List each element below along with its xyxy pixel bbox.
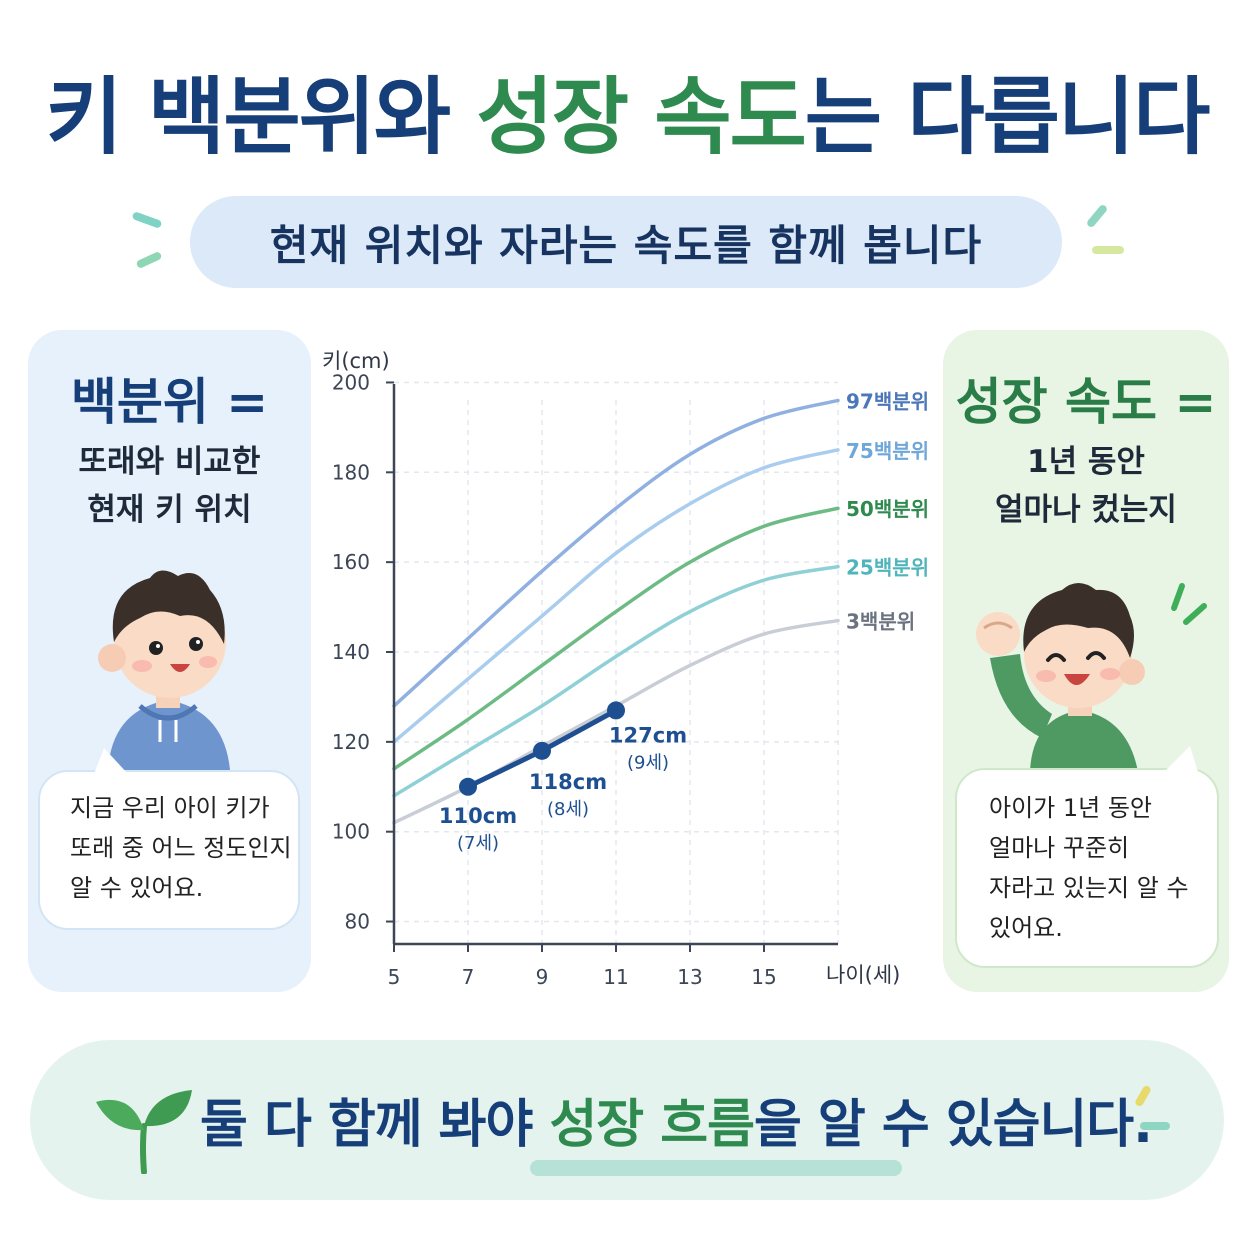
percentile-label: 25백분위 [846,556,929,580]
bubble-line: 또래 중 어느 정도인지 [70,834,292,862]
y-tick-label: 180 [332,460,370,484]
percentile-desc-line2: 현재 키 위치 [87,492,252,528]
bottom-message: 둘 다 함께 봐야 성장 흐름을 알 수 있습니다. [200,1082,1160,1162]
x-axis-label: 나이(세) [826,963,900,987]
bottom-highlight: 성장 흐름 [549,1095,754,1155]
boy-icon [98,570,230,770]
child-data-point [533,741,551,760]
percentile-speech-bubble: 지금 우리 아이 키가 또래 중 어느 정도인지 알 수 있어요. [38,770,300,930]
x-tick-label: 7 [462,965,475,989]
chart-grid [394,381,839,944]
child-height-label: 110cm [439,804,517,828]
child-height-label: 118cm [529,770,607,794]
highlight-underline [530,1160,902,1176]
cheering-boy-icon [976,583,1207,772]
sparkle-dash [131,211,163,229]
sparkle-dash [1085,203,1109,229]
sparkle-dash [1092,246,1124,254]
percentile-curve [392,398,840,708]
percentile-label: 50백분위 [846,497,929,521]
x-tick-label: 15 [751,965,776,989]
bubble-line: 있어요. [989,914,1063,942]
child-data-point [459,777,477,796]
percentile-label: 75백분위 [846,439,929,463]
y-tick-label: 140 [332,640,370,664]
growth-speed-speech-bubble: 아이가 1년 동안 얼마나 꾸준히 자라고 있는지 알 수 있어요. [955,768,1219,968]
growth-speed-desc-line1: 1년 동안 [1027,444,1145,480]
percentile-curve [392,506,840,771]
child-age-label: (7세) [457,833,499,854]
subtitle-text: 현재 위치와 자라는 속도를 함께 봅니다 [269,220,983,270]
bubble-tail [94,748,128,774]
percentile-label: 3백분위 [846,610,915,634]
child-age-label: (9세) [627,752,669,773]
y-tick-label: 200 [332,370,370,394]
y-tick-label: 100 [332,820,370,844]
bubble-line: 아이가 1년 동안 [989,794,1153,822]
y-axis-label: 키(cm) [322,349,390,373]
child-height-label: 127cm [609,723,687,747]
percentile-heading: 백분위 = [70,373,269,431]
bubble-line: 자라고 있는지 알 수 [989,874,1189,902]
title-part1: 키 백분위와 [45,68,477,166]
percentile-label: 97백분위 [846,389,929,413]
bottom-part1: 둘 다 함께 봐야 [200,1095,550,1155]
y-tick-label: 80 [345,910,370,934]
sprout-icon [96,1090,192,1174]
sparkle-dash [1140,1122,1170,1130]
sparkle-dash [135,250,163,270]
growth-speed-desc-line2: 얼마나 컸는지 [995,492,1177,528]
title-highlight: 성장 속도 [476,68,806,166]
x-tick-label: 11 [603,965,628,989]
page-title: 키 백분위와 성장 속도는 다릅니다 [0,62,1254,172]
bubble-line: 얼마나 꾸준히 [989,834,1130,862]
growth-speed-heading: 성장 속도 = [955,373,1217,431]
child-growth-series [459,701,625,796]
bottom-part3: 을 알 수 있습니다. [753,1095,1153,1155]
percentile-desc-line1: 또래와 비교한 [78,444,261,480]
y-tick-label: 120 [332,730,370,754]
percentile-desc: 또래와 비교한 현재 키 위치 [28,438,311,534]
chart-labels: 97백분위 75백분위 50백분위 25백분위 3백분위 110cm (7세) 118cm (8… [439,389,929,853]
child-data-point [607,701,625,720]
subtitle-pill: 현재 위치와 자라는 속도를 함께 봅니다 [190,196,1062,288]
y-tick-label: 160 [332,550,370,574]
x-tick-label: 5 [388,965,401,989]
bubble-line: 알 수 있어요. [70,874,204,902]
title-part3: 는 다릅니다 [804,68,1211,166]
bubble-line: 지금 우리 아이 키가 [70,794,270,822]
bubble-tail [1164,746,1198,772]
child-age-label: (8세) [547,799,589,820]
x-tick-label: 13 [677,965,702,989]
percentile-curve [392,448,840,744]
chart-axes: 80 100 120 140 160 180 200 5 7 9 11 13 15 키(cm) 나이(세) [322,349,900,989]
growth-speed-desc: 1년 동안 얼마나 컸는지 [943,438,1229,534]
x-tick-label: 9 [536,965,549,989]
percentile-curve [392,564,840,798]
